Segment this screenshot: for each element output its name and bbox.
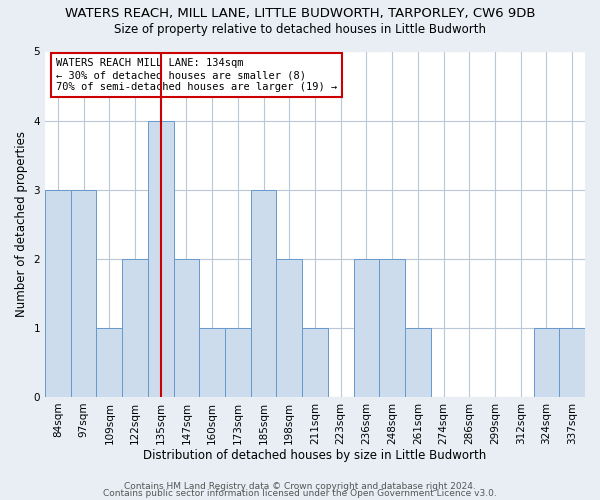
Bar (173, 259, 199, 397)
Bar (71, 190, 97, 397)
Text: Size of property relative to detached houses in Little Budworth: Size of property relative to detached ho… (114, 22, 486, 36)
Text: WATERS REACH MILL LANE: 134sqm
← 30% of detached houses are smaller (8)
70% of s: WATERS REACH MILL LANE: 134sqm ← 30% of … (56, 58, 337, 92)
Text: Contains HM Land Registry data © Crown copyright and database right 2024.: Contains HM Land Registry data © Crown c… (124, 482, 476, 491)
Bar (302, 328, 328, 397)
Bar (405, 328, 431, 397)
Bar (533, 328, 559, 397)
Y-axis label: Number of detached properties: Number of detached properties (15, 131, 28, 317)
Bar (199, 328, 225, 397)
Bar (251, 190, 277, 397)
X-axis label: Distribution of detached houses by size in Little Budworth: Distribution of detached houses by size … (143, 450, 487, 462)
Bar (225, 328, 251, 397)
Bar (559, 328, 585, 397)
Bar (148, 120, 173, 397)
Text: Contains public sector information licensed under the Open Government Licence v3: Contains public sector information licen… (103, 489, 497, 498)
Bar (353, 259, 379, 397)
Text: WATERS REACH, MILL LANE, LITTLE BUDWORTH, TARPORLEY, CW6 9DB: WATERS REACH, MILL LANE, LITTLE BUDWORTH… (65, 8, 535, 20)
Bar (122, 259, 148, 397)
Bar (379, 259, 405, 397)
Bar (45, 190, 71, 397)
Bar (277, 259, 302, 397)
Bar (97, 328, 122, 397)
